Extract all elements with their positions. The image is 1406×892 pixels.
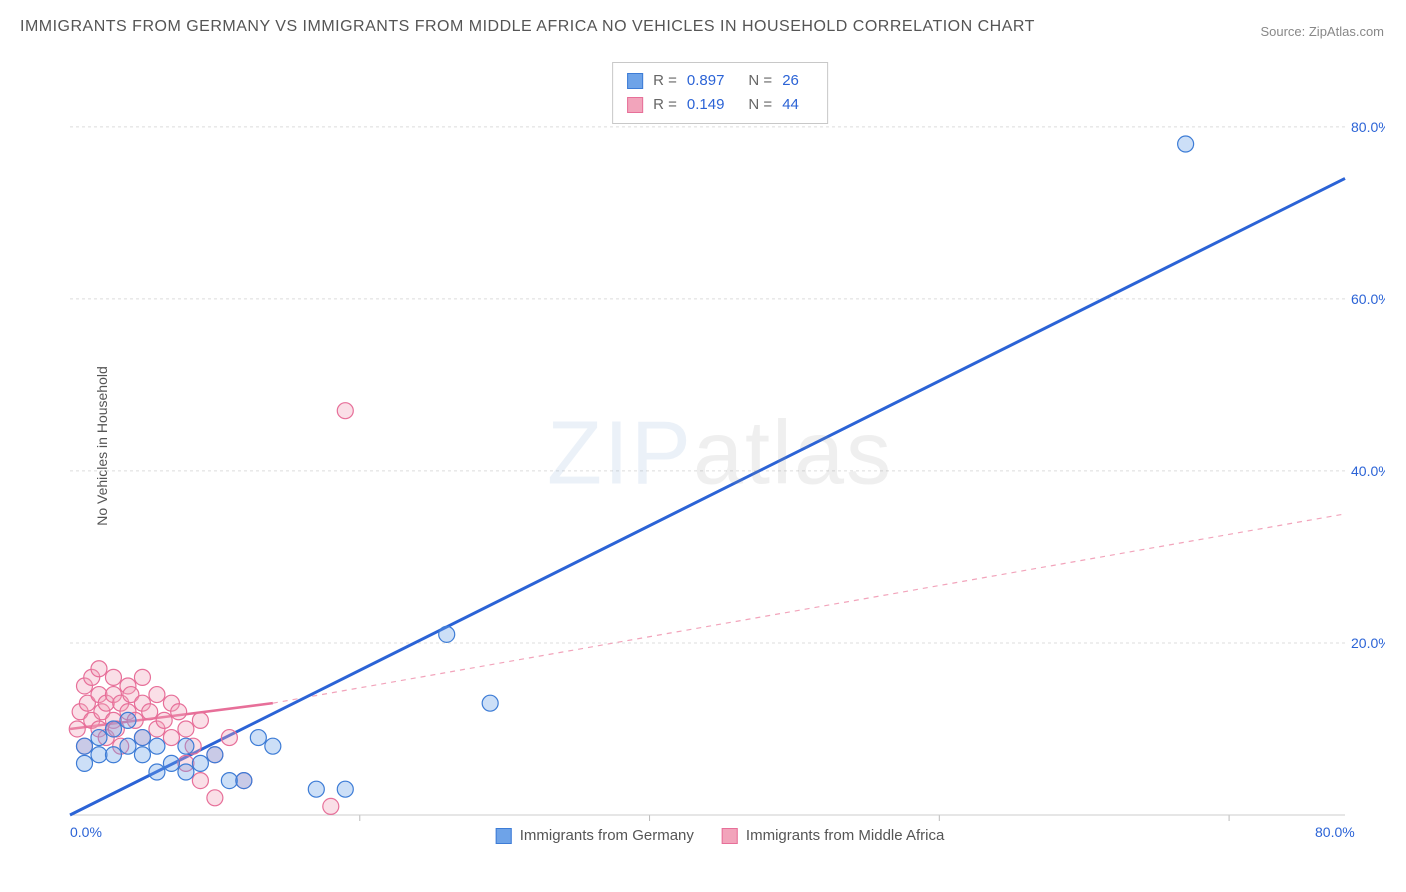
chart-canvas: 20.0% 40.0% 60.0% 80.0% 0.0% 80.0% (55, 58, 1385, 850)
swatch-middle-africa (722, 828, 738, 844)
svg-text:20.0%: 20.0% (1351, 635, 1385, 651)
chart-title: IMMIGRANTS FROM GERMANY VS IMMIGRANTS FR… (20, 18, 1035, 36)
swatch-germany (496, 828, 512, 844)
legend-item-middle-africa: Immigrants from Middle Africa (722, 827, 944, 844)
scatter-plot: ZIPatlas 20.0%40.0%60.0%80.0%0.0%80.0% R… (55, 58, 1385, 850)
n-value-germany: 26 (782, 69, 799, 93)
r-label: R = (653, 93, 677, 117)
source-attribution: Source: ZipAtlas.com (1260, 24, 1384, 39)
n-label: N = (748, 69, 772, 93)
r-value-middle-africa: 0.149 (687, 93, 725, 117)
legend-item-germany: Immigrants from Germany (496, 827, 694, 844)
swatch-middle-africa (627, 97, 643, 113)
n-label: N = (748, 93, 772, 117)
bottom-legend: Immigrants from Germany Immigrants from … (496, 827, 945, 844)
svg-text:40.0%: 40.0% (1351, 463, 1385, 479)
stats-row-middle-africa: R = 0.149 N = 44 (627, 93, 813, 117)
svg-text:80.0%: 80.0% (1351, 119, 1385, 135)
n-value-middle-africa: 44 (782, 93, 799, 117)
swatch-germany (627, 73, 643, 89)
svg-text:80.0%: 80.0% (1315, 824, 1355, 840)
stats-row-germany: R = 0.897 N = 26 (627, 69, 813, 93)
r-label: R = (653, 69, 677, 93)
r-value-germany: 0.897 (687, 69, 725, 93)
legend-label-middle-africa: Immigrants from Middle Africa (746, 827, 944, 844)
legend-label-germany: Immigrants from Germany (520, 827, 694, 844)
svg-text:0.0%: 0.0% (70, 824, 102, 840)
svg-text:60.0%: 60.0% (1351, 291, 1385, 307)
stats-legend-box: R = 0.897 N = 26 R = 0.149 N = 44 (612, 62, 828, 124)
